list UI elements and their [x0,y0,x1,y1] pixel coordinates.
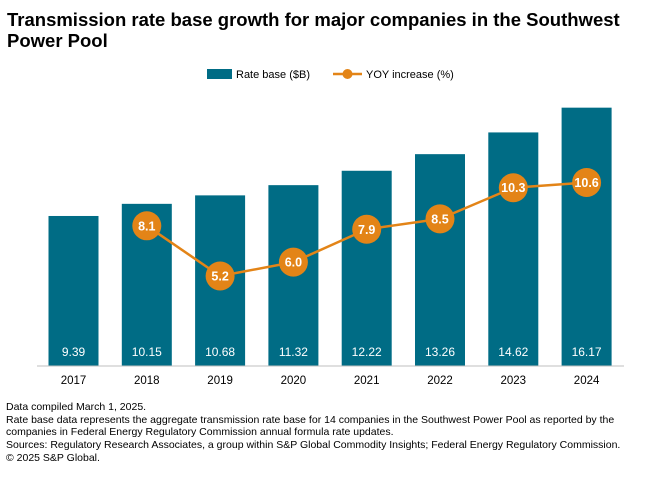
x-tick-label-2021: 2021 [354,375,380,387]
yoy-marker-2022 [425,204,455,234]
x-tick-label-2022: 2022 [427,375,453,387]
yoy-marker-label-2024: 10.6 [574,176,598,190]
x-tick-label-2024: 2024 [574,375,600,387]
bar-2021 [341,170,392,366]
x-tick-label-2019: 2019 [207,375,233,387]
yoy-marker-label-2020: 6.0 [285,256,302,270]
yoy-marker-label-2023: 10.3 [501,181,525,195]
yoy-marker-label-2018: 8.1 [138,219,155,233]
bar-value-label-2018: 10.15 [132,345,162,359]
yoy-marker-2023 [498,173,528,203]
bar-value-label-2021: 12.22 [352,345,382,359]
note-compiled: Data compiled March 1, 2025. [6,401,147,413]
yoy-marker-2020 [278,247,308,277]
yoy-marker-group: 8.1 5.2 6.0 7.9 8.5 10.3 10.6 [132,168,602,291]
bar-group [48,107,612,366]
x-tick-label-2017: 2017 [61,375,87,387]
legend-line-marker [342,69,353,79]
x-tick-labels: 2017 2018 2019 2020 2021 2022 2023 2024 [61,375,600,387]
bar-value-label-2017: 9.39 [62,345,86,359]
bar-value-label-2023: 14.62 [498,345,528,359]
note-definition: Rate base data represents the aggregate … [6,414,615,438]
bar-label-group: 9.39 10.15 10.68 11.32 12.22 13.26 14.62 16.17 [62,345,602,359]
legend-line-label: YOY increase (%) [366,69,454,81]
yoy-marker-2024 [572,168,602,198]
bar-2024 [561,107,612,366]
bar-value-label-2020: 11.32 [279,345,308,359]
yoy-marker-2019 [205,261,235,291]
legend-bar-label: Rate base ($B) [236,69,310,81]
bar-2022 [415,154,465,366]
bar-value-label-2022: 13.26 [425,345,455,359]
x-tick-label-2020: 2020 [281,375,307,387]
bar-value-label-2024: 16.17 [572,345,602,359]
yoy-marker-label-2021: 7.9 [358,223,375,237]
footnotes: Data compiled March 1, 2025. Rate base d… [6,401,656,465]
x-tick-label-2023: 2023 [501,375,527,387]
chart: Rate base ($B) YOY increase (%) 9.39 10.1… [37,69,624,387]
x-tick-label-2018: 2018 [134,375,160,387]
bar-2023 [488,132,539,366]
note-copyright: © 2025 S&P Global. [6,452,100,464]
legend: Rate base ($B) YOY increase (%) [207,69,454,81]
bar-2017 [48,215,99,366]
chart-title: Transmission rate base growth for major … [7,9,620,51]
yoy-marker-2018 [132,211,162,241]
legend-bar-swatch [207,69,232,79]
yoy-marker-2021 [352,214,382,244]
yoy-marker-label-2019: 5.2 [211,270,228,284]
yoy-marker-label-2022: 8.5 [431,212,448,226]
bar-value-label-2019: 10.68 [205,345,235,359]
note-sources: Sources: Regulatory Research Associates,… [6,439,621,451]
